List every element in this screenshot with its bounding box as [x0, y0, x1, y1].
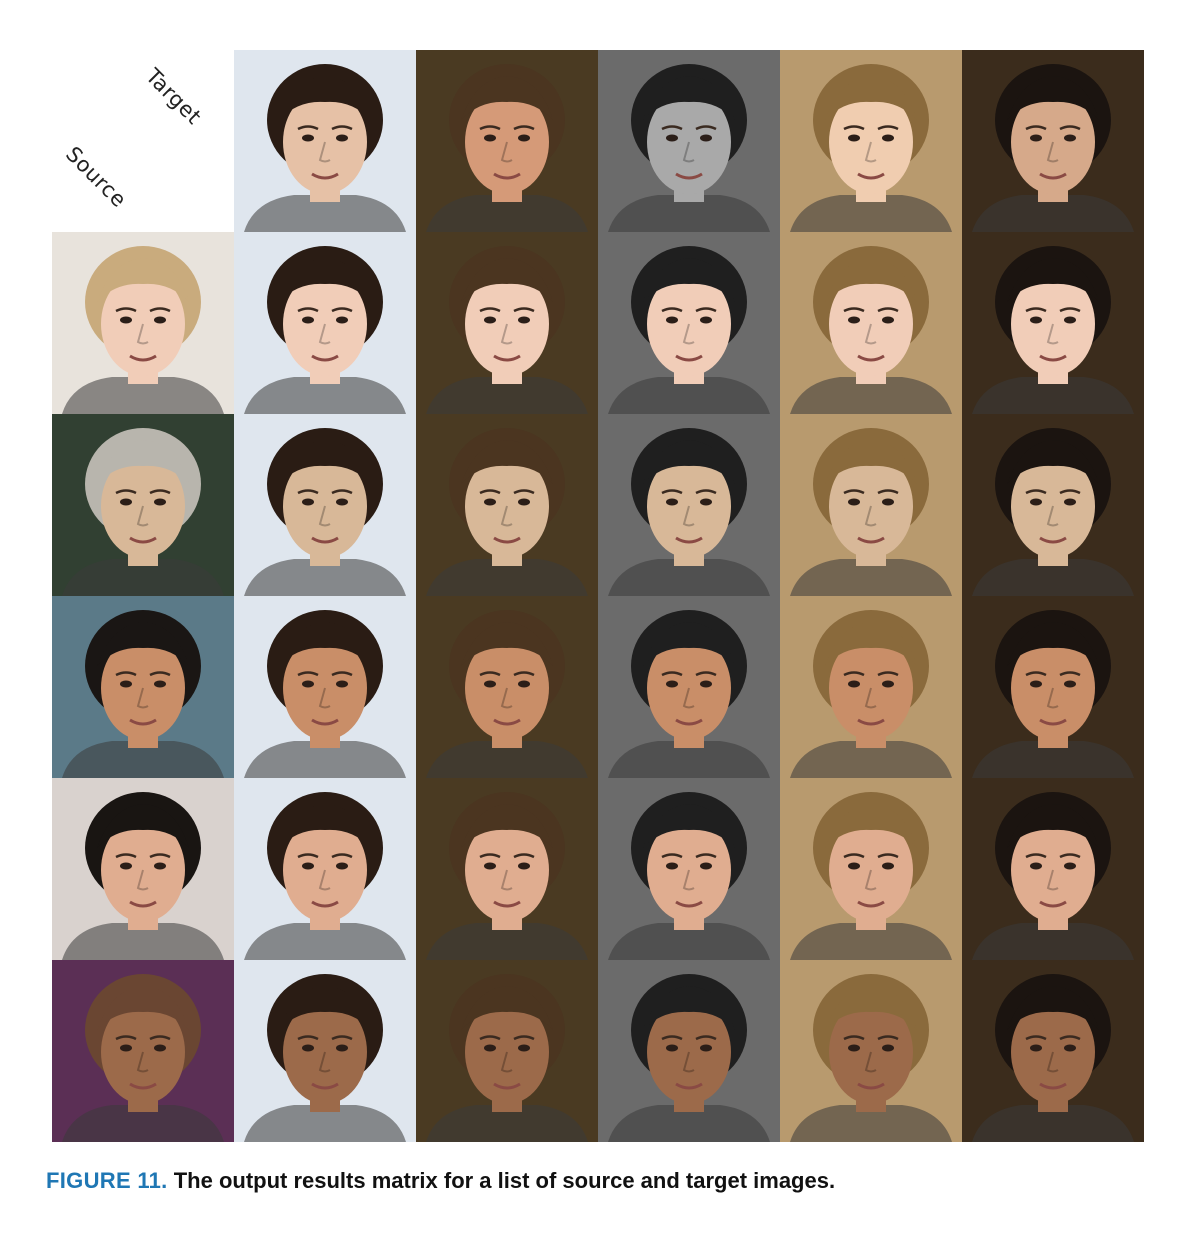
source-image-4	[52, 778, 234, 960]
result-image-r5-c1	[234, 960, 416, 1142]
result-image-r1-c5	[962, 232, 1144, 414]
target-axis-label: Target	[141, 64, 207, 130]
result-image-r3-c4	[780, 596, 962, 778]
result-image-r2-c1	[234, 414, 416, 596]
result-image-r5-c5	[962, 960, 1144, 1142]
results-matrix-figure: Target Source	[52, 50, 1144, 1142]
result-image-r3-c1	[234, 596, 416, 778]
caption-text: The output results matrix for a list of …	[173, 1168, 836, 1193]
target-image-4	[780, 50, 962, 232]
source-image-3	[52, 596, 234, 778]
result-image-r3-c5	[962, 596, 1144, 778]
result-image-r5-c3	[598, 960, 780, 1142]
target-image-3	[598, 50, 780, 232]
figure-caption: FIGURE 11. The output results matrix for…	[46, 1168, 835, 1194]
target-image-2	[416, 50, 598, 232]
target-image-5	[962, 50, 1144, 232]
figure-number: FIGURE 11.	[46, 1168, 168, 1193]
result-image-r4-c4	[780, 778, 962, 960]
result-image-r4-c3	[598, 778, 780, 960]
target-image-1	[234, 50, 416, 232]
result-image-r3-c2	[416, 596, 598, 778]
result-image-r4-c5	[962, 778, 1144, 960]
source-axis-label: Source	[61, 142, 132, 213]
result-image-r5-c4	[780, 960, 962, 1142]
result-image-r1-c2	[416, 232, 598, 414]
source-image-5	[52, 960, 234, 1142]
result-image-r2-c5	[962, 414, 1144, 596]
result-image-r3-c3	[598, 596, 780, 778]
results-grid: Target Source	[52, 50, 1144, 1142]
result-image-r2-c2	[416, 414, 598, 596]
source-image-1	[52, 232, 234, 414]
result-image-r2-c3	[598, 414, 780, 596]
result-image-r5-c2	[416, 960, 598, 1142]
result-image-r4-c2	[416, 778, 598, 960]
corner-cell: Target Source	[52, 50, 234, 232]
result-image-r4-c1	[234, 778, 416, 960]
source-image-2	[52, 414, 234, 596]
result-image-r1-c4	[780, 232, 962, 414]
result-image-r1-c3	[598, 232, 780, 414]
result-image-r2-c4	[780, 414, 962, 596]
result-image-r1-c1	[234, 232, 416, 414]
